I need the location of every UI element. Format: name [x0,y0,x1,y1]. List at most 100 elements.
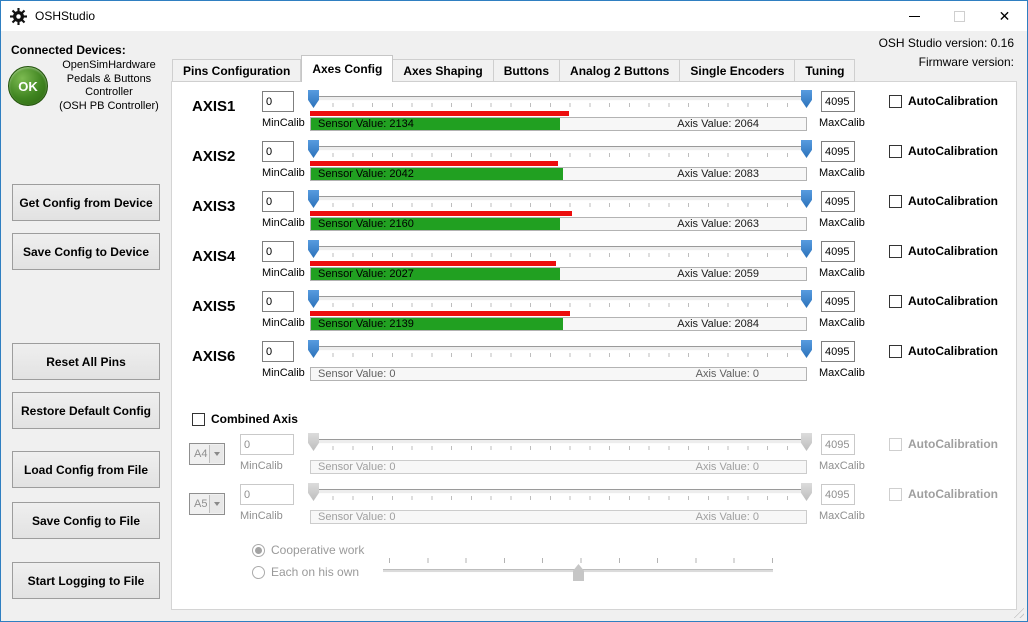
tab-buttons[interactable]: Buttons [494,59,560,82]
checkbox-icon[interactable] [889,95,902,108]
tab-analog-2-buttons[interactable]: Analog 2 Buttons [560,59,680,82]
max-calib-label: MaxCalib [819,117,865,129]
combined-axis-checkbox[interactable]: Combined Axis [192,412,298,426]
calibration-slider[interactable] [308,340,812,360]
checkbox-icon[interactable] [889,245,902,258]
axis-value-bar: Sensor Value: 2134 Axis Value: 2064 [310,117,807,131]
axis-row-1: AXIS1 MinCalib Sensor Value: 2134 Axis V… [0,90,1028,140]
axis-value-text: Axis Value: 0 [696,368,759,380]
slider-ticks [313,203,807,207]
slider-track [308,439,812,444]
axis-label: AXIS5 [192,298,254,315]
calibration-slider[interactable] [308,290,812,310]
min-calib-input[interactable] [262,191,294,212]
min-calib-label: MinCalib [262,167,305,179]
max-calib-input[interactable] [821,91,855,112]
slider-track[interactable] [308,296,812,301]
slider-track[interactable] [308,146,812,151]
min-calib-label: MinCalib [240,460,283,472]
checkbox-icon[interactable] [889,145,902,158]
sensor-value-text: Sensor Value: 0 [318,461,395,473]
calibration-slider[interactable] [308,140,812,160]
slider-track[interactable] [308,196,812,201]
restore-default-config-button[interactable]: Restore Default Config [12,392,160,429]
axis-value-text: Axis Value: 2059 [677,268,759,280]
autocalibration-checkbox[interactable]: AutoCalibration [889,344,998,358]
firmware-version-text: Firmware version: [919,55,1014,69]
axis-row-2: AXIS2 MinCalib Sensor Value: 2042 Axis V… [0,140,1028,190]
tab-single-encoders[interactable]: Single Encoders [680,59,795,82]
autocalibration-checkbox[interactable]: AutoCalibration [889,94,998,108]
axis-label: AXIS6 [192,348,254,365]
autocalibration-checkbox[interactable]: AutoCalibration [889,194,998,208]
calibration-slider [308,433,812,453]
combined-axis-row-a4: A4 MinCalib Sensor Value: 0 Axis Value: … [0,433,1028,483]
autocalibration-checkbox[interactable]: AutoCalibration [889,144,998,158]
close-icon: ✕ [999,9,1011,23]
axis-value-text: Axis Value: 2064 [677,118,759,130]
max-calib-input[interactable] [821,341,855,362]
checkbox-icon[interactable] [889,295,902,308]
min-calib-input[interactable] [262,91,294,112]
radio-each-on-his-own [252,566,265,579]
axis-row-4: AXIS4 MinCalib Sensor Value: 2027 Axis V… [0,240,1028,290]
axis-value-text: Axis Value: 0 [696,461,759,473]
autocalibration-checkbox[interactable]: AutoCalibration [889,244,998,258]
calibration-slider[interactable] [308,190,812,210]
max-calib-input[interactable] [821,141,855,162]
slider-ticks [313,446,807,450]
min-calib-input[interactable] [262,141,294,162]
max-calib-label: MaxCalib [819,267,865,279]
min-calib-input[interactable] [262,291,294,312]
sensor-value-text: Sensor Value: 2042 [318,168,414,180]
start-logging-to-file-button[interactable]: Start Logging to File [12,562,160,599]
tab-tuning[interactable]: Tuning [795,59,855,82]
sensor-value-bar [310,504,807,509]
checkbox-icon[interactable] [192,413,205,426]
axis-row-6: AXIS6 MinCalib Sensor Value: 0 Axis Valu… [0,340,1028,390]
combined-axis-label: Combined Axis [211,412,298,426]
autocalibration-label: AutoCalibration [908,194,998,208]
slider-track[interactable] [308,246,812,251]
axis-label: AXIS4 [192,248,254,265]
min-calib-input[interactable] [262,241,294,262]
checkbox-icon[interactable] [889,195,902,208]
max-calib-label: MaxCalib [819,167,865,179]
minimize-button[interactable] [892,1,937,31]
tab-axes-shaping[interactable]: Axes Shaping [393,59,493,82]
checkbox-icon[interactable] [889,345,902,358]
slider-ticks [313,253,807,257]
calibration-slider[interactable] [308,240,812,260]
autocalibration-checkbox[interactable]: AutoCalibration [889,294,998,308]
slider-ticks [313,303,807,307]
sensor-value-bar [310,211,807,216]
pin-select-a4: A4 [189,443,225,465]
tab-pins-configuration[interactable]: Pins Configuration [172,59,301,82]
autocalibration-checkbox: AutoCalibration [889,437,998,451]
sensor-value-text: Sensor Value: 2139 [318,318,414,330]
min-calib-label: MinCalib [262,317,305,329]
pin-select-a5: A5 [189,493,225,515]
sensor-value-bar [310,161,807,166]
axis-value-bar: Sensor Value: 2160 Axis Value: 2063 [310,217,807,231]
window-title: OSHStudio [35,9,95,23]
autocalibration-checkbox: AutoCalibration [889,487,998,501]
calibration-slider[interactable] [308,90,812,110]
min-calib-input[interactable] [262,341,294,362]
axis-label: AXIS3 [192,198,254,215]
max-calib-input[interactable] [821,191,855,212]
axis-value-bar: Sensor Value: 0 Axis Value: 0 [310,367,807,381]
close-button[interactable]: ✕ [982,1,1027,31]
dropdown-arrow-button [209,495,223,513]
max-calib-input[interactable] [821,291,855,312]
slider-ticks [313,353,807,357]
slider-ticks [313,153,807,157]
axis-value-text: Axis Value: 2083 [677,168,759,180]
axis-value-text: Axis Value: 2063 [677,218,759,230]
chevron-down-icon [214,452,220,456]
tab-axes-config[interactable]: Axes Config [301,55,393,82]
max-calib-input[interactable] [821,241,855,262]
slider-track[interactable] [308,346,812,351]
slider-track[interactable] [308,96,812,101]
max-calib-input [821,484,855,505]
